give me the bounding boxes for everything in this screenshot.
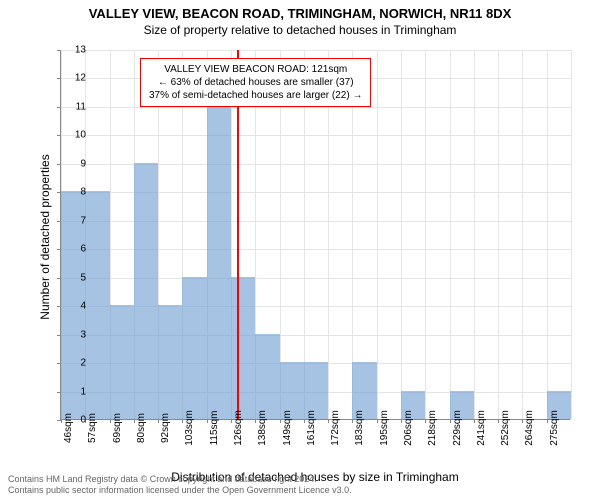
xtick-label: 103sqm	[184, 410, 195, 446]
annotation-box: VALLEY VIEW BEACON ROAD: 121sqm← 63% of …	[140, 58, 371, 107]
chart-subtitle: Size of property relative to detached ho…	[0, 21, 600, 37]
xtick-label: 138sqm	[257, 410, 268, 446]
xtick-label: 264sqm	[524, 410, 535, 446]
xtick-label: 46sqm	[63, 413, 74, 443]
annotation-line: ← 63% of detached houses are smaller (37…	[149, 76, 362, 89]
xtick-label: 195sqm	[379, 410, 390, 446]
gridline-vertical	[450, 50, 451, 420]
xtick-mark	[110, 419, 111, 423]
xtick-label: 252sqm	[500, 410, 511, 446]
gridline-horizontal	[61, 50, 571, 51]
chart-area: VALLEY VIEW BEACON ROAD: 121sqm← 63% of …	[60, 50, 570, 420]
gridline-vertical	[522, 50, 523, 420]
xtick-label: 275sqm	[549, 410, 560, 446]
gridline-horizontal	[61, 135, 571, 136]
xtick-label: 57sqm	[87, 413, 98, 443]
xtick-label: 161sqm	[306, 410, 317, 446]
gridline-vertical	[547, 50, 548, 420]
ytick-label: 3	[56, 329, 86, 340]
xtick-label: 115sqm	[209, 411, 220, 446]
xtick-mark	[158, 419, 159, 423]
xtick-label: 218sqm	[427, 410, 438, 446]
xtick-mark	[231, 419, 232, 423]
xtick-label: 206sqm	[403, 410, 414, 446]
xtick-mark	[547, 419, 548, 423]
xtick-mark	[377, 419, 378, 423]
histogram-bar	[134, 163, 158, 419]
footer-credits: Contains HM Land Registry data © Crown c…	[8, 474, 352, 496]
ytick-label: 12	[56, 73, 86, 84]
xtick-mark	[134, 419, 135, 423]
xtick-label: 241sqm	[476, 410, 487, 446]
ytick-label: 7	[56, 215, 86, 226]
xtick-label: 172sqm	[330, 410, 341, 446]
y-axis-label: Number of detached properties	[38, 52, 52, 422]
ytick-label: 11	[56, 101, 86, 112]
xtick-mark	[304, 419, 305, 423]
histogram-bar	[85, 191, 109, 419]
histogram-bar	[207, 106, 231, 419]
gridline-vertical	[377, 50, 378, 420]
chart-title: VALLEY VIEW, BEACON ROAD, TRIMINGHAM, NO…	[0, 0, 600, 21]
gridline-vertical	[498, 50, 499, 420]
ytick-label: 5	[56, 272, 86, 283]
gridline-vertical	[474, 50, 475, 420]
xtick-label: 126sqm	[233, 410, 244, 446]
ytick-label: 2	[56, 358, 86, 369]
ytick-label: 10	[56, 130, 86, 141]
footer-line-2: Contains public sector information licen…	[8, 485, 352, 496]
ytick-label: 13	[56, 45, 86, 56]
xtick-mark	[498, 419, 499, 423]
histogram-bar	[158, 305, 182, 419]
xtick-mark	[207, 419, 208, 423]
histogram-bar	[255, 334, 279, 419]
xtick-mark	[328, 419, 329, 423]
gridline-vertical	[571, 50, 572, 420]
xtick-label: 183sqm	[354, 410, 365, 446]
ytick-label: 1	[56, 386, 86, 397]
ytick-label: 4	[56, 301, 86, 312]
footer-line-1: Contains HM Land Registry data © Crown c…	[8, 474, 352, 485]
xtick-mark	[401, 419, 402, 423]
histogram-bar	[231, 277, 255, 419]
xtick-mark	[280, 419, 281, 423]
gridline-vertical	[401, 50, 402, 420]
annotation-line: VALLEY VIEW BEACON ROAD: 121sqm	[149, 63, 362, 76]
xtick-label: 80sqm	[136, 413, 147, 443]
ytick-label: 9	[56, 158, 86, 169]
xtick-label: 69sqm	[112, 413, 123, 443]
annotation-line: 37% of semi-detached houses are larger (…	[149, 89, 362, 102]
xtick-label: 149sqm	[282, 410, 293, 446]
xtick-mark	[474, 419, 475, 423]
gridline-horizontal	[61, 107, 571, 108]
xtick-label: 92sqm	[160, 413, 171, 443]
histogram-bar	[182, 277, 206, 419]
xtick-label: 229sqm	[452, 410, 463, 446]
ytick-label: 8	[56, 187, 86, 198]
xtick-mark	[450, 419, 451, 423]
chart-container: VALLEY VIEW, BEACON ROAD, TRIMINGHAM, NO…	[0, 0, 600, 500]
histogram-bar	[110, 305, 134, 419]
ytick-label: 6	[56, 244, 86, 255]
gridline-vertical	[425, 50, 426, 420]
